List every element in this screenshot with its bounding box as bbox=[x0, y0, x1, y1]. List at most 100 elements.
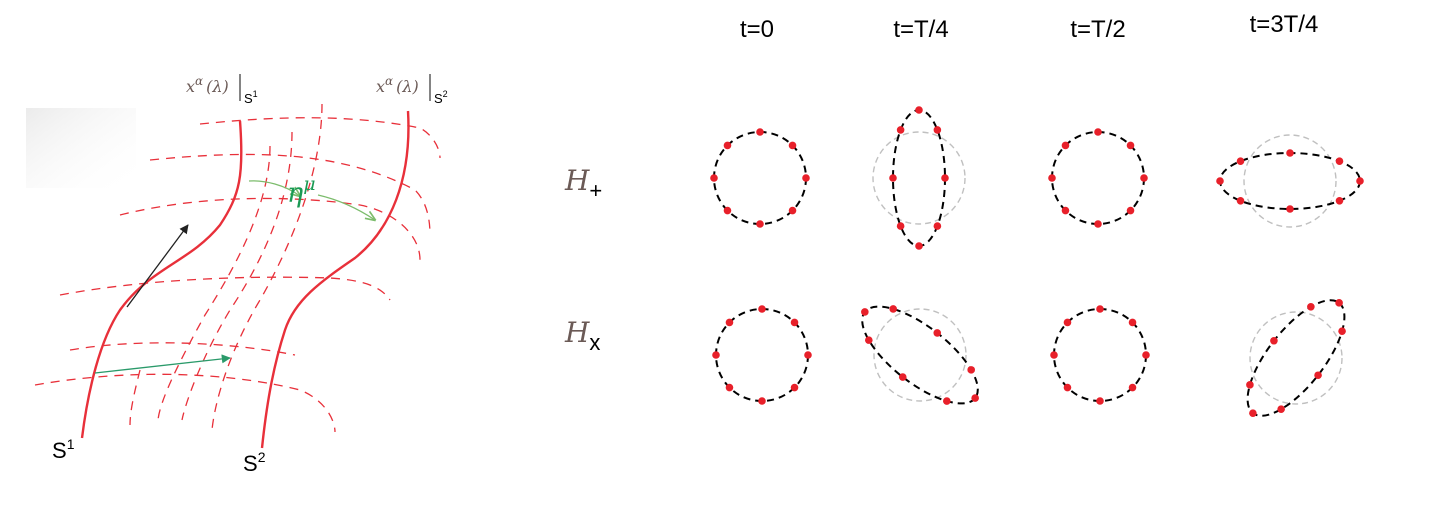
particle-rings bbox=[710, 106, 1364, 417]
test-particle bbox=[710, 174, 718, 182]
test-particle bbox=[933, 126, 942, 134]
grid-line bbox=[129, 369, 141, 426]
test-particle bbox=[790, 383, 799, 392]
grid-line bbox=[59, 276, 391, 301]
test-particle bbox=[1096, 305, 1104, 313]
test-particle bbox=[889, 174, 897, 182]
test-particle bbox=[1142, 351, 1150, 359]
test-particle bbox=[788, 141, 797, 150]
column-header-t3T4: t=3T/4 bbox=[1250, 11, 1319, 38]
test-particle bbox=[788, 206, 797, 215]
test-particle bbox=[725, 383, 734, 392]
test-particle bbox=[943, 397, 951, 405]
grid-line bbox=[211, 103, 323, 431]
test-particle bbox=[1249, 409, 1257, 417]
ring-cross-tT2 bbox=[1050, 305, 1150, 405]
test-particle bbox=[1048, 174, 1056, 182]
test-particle bbox=[1236, 196, 1245, 205]
geodesic-curve-1 bbox=[80, 120, 243, 439]
test-particle bbox=[1126, 206, 1135, 215]
test-particle bbox=[1277, 405, 1285, 413]
test-particle bbox=[865, 336, 873, 344]
grid-line bbox=[119, 197, 421, 261]
geodesic-curve-2 bbox=[260, 110, 410, 449]
test-particle bbox=[898, 373, 907, 381]
test-particle bbox=[790, 318, 799, 327]
test-particle bbox=[723, 141, 732, 150]
ring-cross-tT4 bbox=[861, 305, 979, 405]
test-particle bbox=[1314, 371, 1322, 380]
column-header-tT2: t=T/2 bbox=[1070, 16, 1125, 43]
row-label-plus: H+ bbox=[564, 164, 602, 203]
test-particle bbox=[933, 222, 942, 230]
test-particle bbox=[1140, 174, 1148, 182]
test-particle bbox=[1094, 220, 1102, 228]
test-particle bbox=[1063, 318, 1072, 327]
row-label-cross: Hx bbox=[564, 316, 600, 355]
test-particle bbox=[756, 220, 764, 228]
test-particle bbox=[725, 318, 734, 327]
test-particle bbox=[896, 126, 905, 134]
test-particle bbox=[896, 222, 905, 230]
test-particle bbox=[1063, 383, 1072, 392]
background-shade bbox=[26, 108, 136, 188]
test-particle bbox=[915, 242, 923, 250]
test-particle bbox=[889, 305, 897, 313]
grid-line bbox=[149, 153, 431, 236]
test-particle bbox=[933, 329, 942, 337]
grid-line bbox=[34, 373, 336, 433]
test-particle bbox=[1307, 303, 1315, 311]
test-particle bbox=[915, 106, 923, 114]
test-particle bbox=[1286, 205, 1294, 213]
reference-circle bbox=[1249, 311, 1343, 405]
reference-circle bbox=[872, 131, 966, 225]
test-particle bbox=[1246, 381, 1254, 389]
surface-label-2: S2 bbox=[243, 449, 266, 476]
test-particle bbox=[1216, 177, 1224, 185]
reference-circle bbox=[1243, 134, 1337, 228]
test-particle bbox=[1094, 128, 1102, 136]
test-particle bbox=[1050, 351, 1058, 359]
deviation-vector bbox=[94, 354, 231, 374]
geodesic-panel: xα (λ) S1 xα (λ) S2 ημ S1 S2 bbox=[26, 74, 448, 476]
test-particle bbox=[967, 366, 975, 374]
test-particle bbox=[1061, 206, 1070, 215]
ring-plus-tT4 bbox=[872, 106, 966, 250]
grid-line bbox=[157, 145, 271, 421]
curve-label-1: xα (λ) bbox=[186, 74, 229, 96]
test-particle bbox=[1338, 327, 1346, 335]
column-header-t0: t=0 bbox=[740, 16, 774, 43]
test-particle bbox=[1286, 149, 1294, 157]
curve-label-2-subscript: S2 bbox=[434, 89, 448, 106]
coordinate-grid bbox=[34, 103, 441, 433]
curve-label-2: xα (λ) bbox=[376, 74, 419, 96]
grid-line bbox=[199, 117, 441, 159]
ring-plus-tT2 bbox=[1048, 128, 1148, 228]
separation-label: ημ bbox=[287, 173, 316, 209]
test-particle bbox=[1335, 299, 1343, 307]
test-particle bbox=[712, 351, 720, 359]
test-particle bbox=[1061, 141, 1070, 150]
ring-cross-t0 bbox=[712, 305, 812, 405]
test-particle bbox=[1335, 196, 1344, 205]
separation-arrow bbox=[248, 180, 375, 220]
test-particle bbox=[723, 206, 732, 215]
ring-cross-t3T4 bbox=[1246, 299, 1346, 417]
column-header-tT4: t=T/4 bbox=[893, 16, 948, 43]
test-particle bbox=[1356, 177, 1364, 185]
ring-plus-t0 bbox=[710, 128, 810, 228]
surface-label-1: S1 bbox=[52, 436, 75, 463]
test-particle bbox=[1335, 157, 1344, 166]
ring-plus-t3T4 bbox=[1216, 134, 1364, 228]
test-particle bbox=[1128, 318, 1137, 327]
test-particle bbox=[1096, 397, 1104, 405]
curve-label-1-subscript: S1 bbox=[244, 89, 258, 106]
test-particle bbox=[1236, 157, 1245, 166]
test-particle bbox=[971, 394, 979, 402]
grid-line bbox=[69, 342, 296, 356]
test-particle bbox=[1126, 141, 1135, 150]
tangent-vector bbox=[126, 224, 189, 308]
test-particle bbox=[756, 128, 764, 136]
test-particle bbox=[758, 397, 766, 405]
